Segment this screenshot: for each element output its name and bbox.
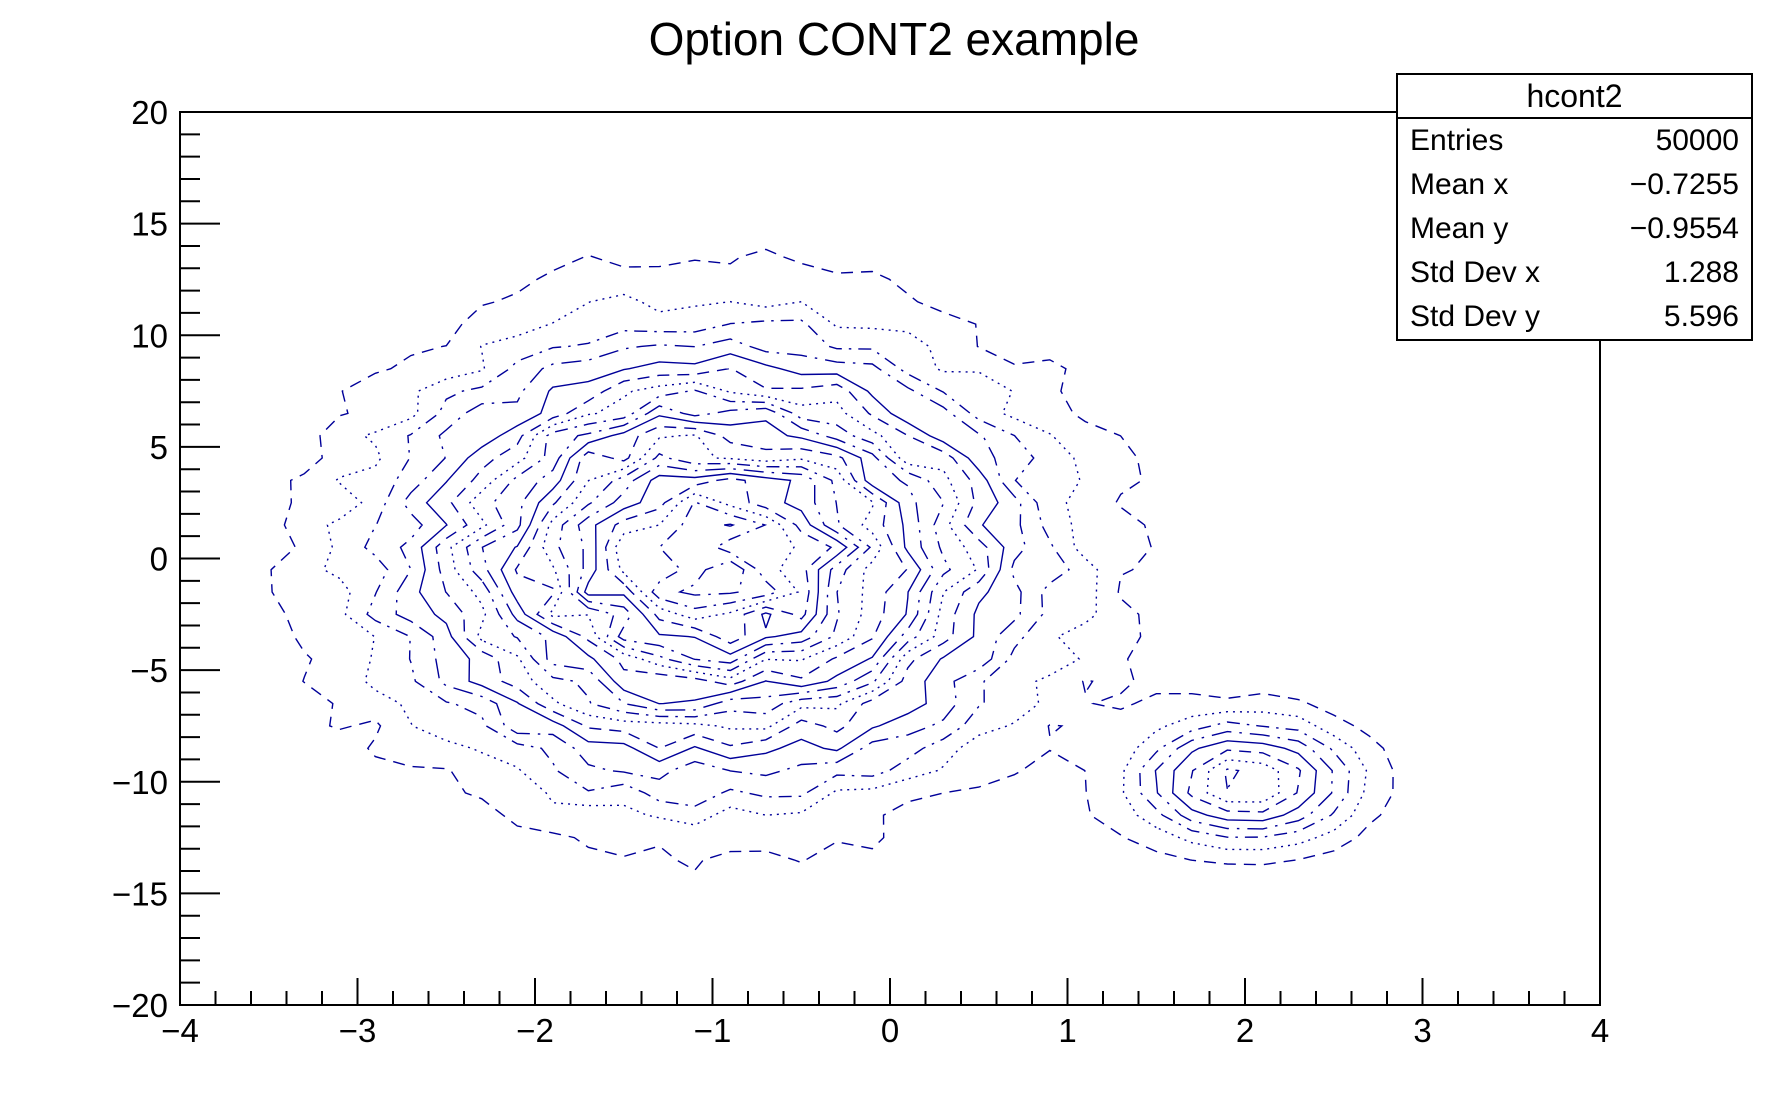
stats-value: 5.596: [1663, 300, 1739, 333]
y-tick-label: 0: [150, 541, 168, 578]
x-tick-label: 0: [881, 1012, 899, 1049]
y-tick-label: 5: [150, 429, 168, 466]
contour-level-3: [363, 319, 1351, 838]
contour-level-12: [542, 434, 883, 679]
contour-level-6: [435, 367, 1302, 813]
x-tick-label: −3: [339, 1012, 377, 1049]
contour-level-17: [614, 492, 800, 620]
contour-level-10: [500, 415, 922, 705]
y-axis-ticks: [180, 111, 220, 1006]
x-tick-label: −1: [694, 1012, 732, 1049]
contour-level-2: [323, 293, 1368, 851]
stats-label: Std Dev x: [1410, 256, 1541, 289]
x-tick-label: 1: [1058, 1012, 1076, 1049]
stats-row-std-dev-y: Std Dev y 5.596: [1398, 295, 1751, 339]
stats-label: Entries: [1410, 124, 1504, 157]
y-tick-label: −15: [112, 875, 168, 912]
contour-level-15: [583, 472, 848, 655]
y-tick-label: −10: [112, 764, 168, 801]
stats-label: Mean x: [1410, 168, 1509, 201]
stats-value: −0.9554: [1629, 212, 1739, 245]
stats-title: hcont2: [1398, 75, 1751, 119]
stats-row-mean-y: Mean y −0.9554: [1398, 207, 1751, 251]
stats-box: hcont2 Entries 50000 Mean x −0.7255 Mean…: [1396, 73, 1753, 341]
contour-level-1: [270, 248, 1394, 872]
plot-title: Option CONT2 example: [648, 13, 1140, 65]
stats-row-std-dev-x: Std Dev x 1.288: [1398, 251, 1751, 295]
contour-level-16: [604, 477, 833, 645]
stats-value: −0.7255: [1629, 168, 1739, 201]
y-tick-label: −5: [130, 652, 168, 689]
contour-level-8: [465, 389, 1240, 790]
contour-level-7: [450, 381, 1280, 803]
contour-lines: [270, 248, 1394, 872]
x-tick-label: 2: [1236, 1012, 1254, 1049]
y-tick-label: −20: [112, 987, 168, 1024]
stats-row-mean-x: Mean x −0.7255: [1398, 163, 1751, 207]
x-tick-label: −4: [161, 1012, 199, 1049]
stats-label: Std Dev y: [1410, 300, 1541, 333]
x-tick-label: −2: [516, 1012, 554, 1049]
x-tick-label: 3: [1413, 1012, 1431, 1049]
y-tick-label: 15: [131, 206, 168, 243]
contour-level-4: [395, 338, 1333, 830]
y-tick-label: 20: [131, 94, 168, 131]
contour-level-14: [576, 464, 860, 664]
contour-level-11: [514, 425, 908, 686]
contour-level-13: [558, 452, 872, 672]
stats-row-entries: Entries 50000: [1398, 119, 1751, 163]
x-axis-ticks: [179, 978, 1601, 1005]
stats-value: 50000: [1655, 124, 1739, 157]
contour-level-5: [418, 353, 1318, 822]
stats-value: 1.288: [1663, 256, 1739, 289]
x-tick-label: 4: [1591, 1012, 1609, 1049]
y-tick-label: 10: [131, 317, 168, 354]
plot-frame: [179, 111, 1601, 1006]
stats-label: Mean y: [1410, 212, 1509, 245]
contour-level-19: [677, 523, 745, 596]
contour-level-18: [651, 501, 779, 610]
contour-level-9: [481, 405, 935, 711]
